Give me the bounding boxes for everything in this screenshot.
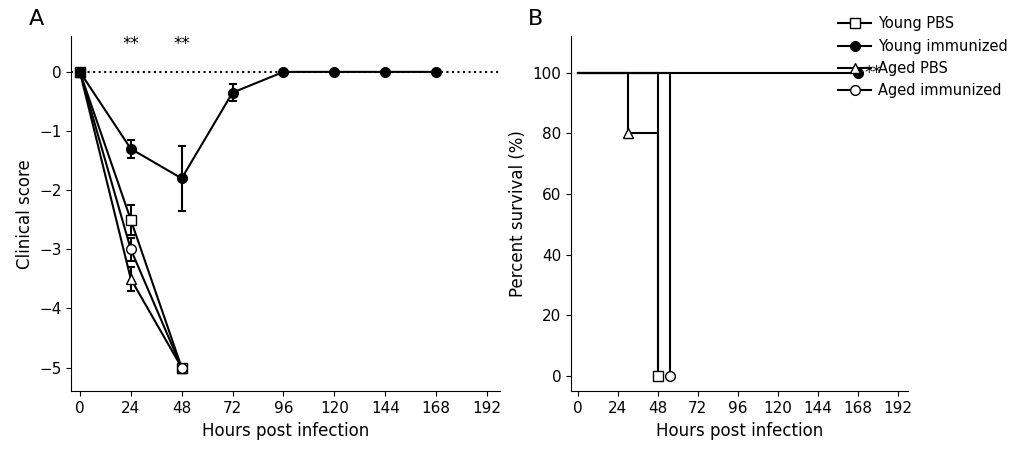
- X-axis label: Hours post infection: Hours post infection: [655, 422, 822, 440]
- Text: **: **: [864, 64, 880, 82]
- Text: **: **: [173, 35, 190, 53]
- Legend: Young PBS, Young immunized, Aged PBS, Aged immunized: Young PBS, Young immunized, Aged PBS, Ag…: [838, 16, 1007, 98]
- Text: B: B: [527, 9, 542, 29]
- Text: A: A: [29, 9, 44, 29]
- X-axis label: Hours post infection: Hours post infection: [202, 422, 369, 440]
- Y-axis label: Clinical score: Clinical score: [15, 159, 34, 269]
- Y-axis label: Percent survival (%): Percent survival (%): [508, 131, 527, 297]
- Text: **: **: [122, 35, 139, 53]
